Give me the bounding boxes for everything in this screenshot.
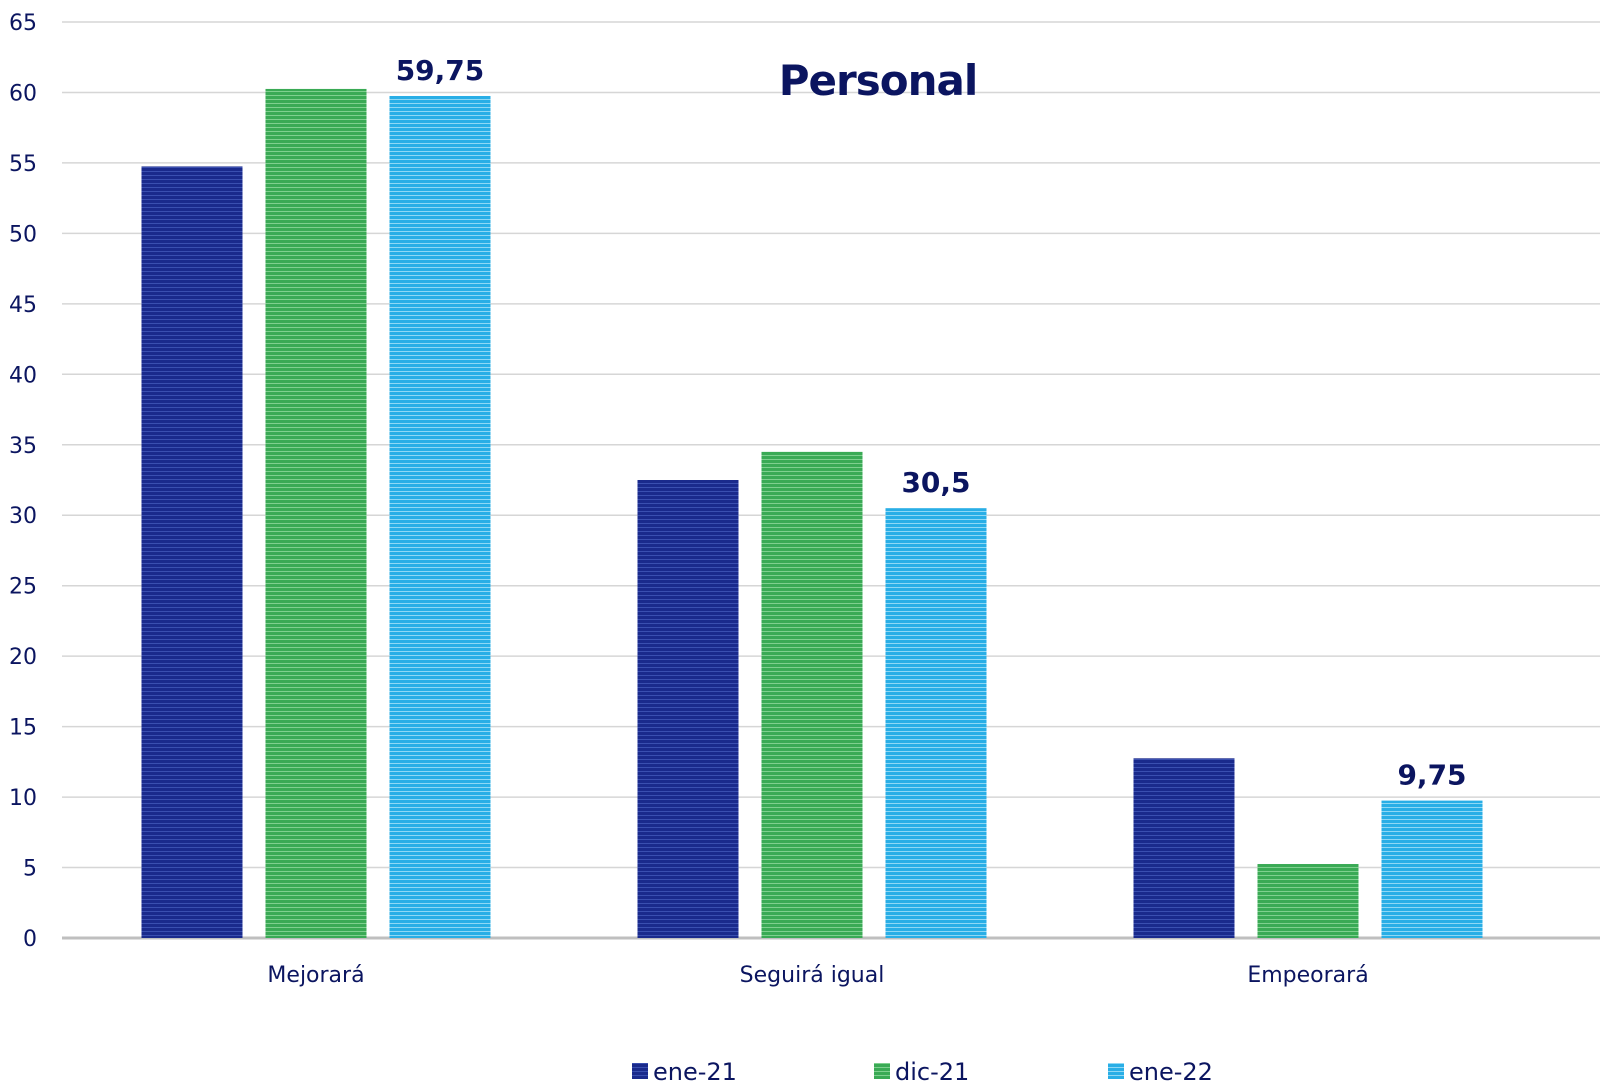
bar-ene-21-1 [637,480,739,938]
y-tick-label: 15 [9,716,37,741]
y-tick-label: 0 [23,927,37,952]
legend-label: ene-21 [653,1058,737,1084]
x-tick-label: Seguirá igual [740,963,885,988]
y-tick-label: 30 [9,504,37,529]
data-label: 9,75 [1397,759,1466,792]
bars [141,88,1483,938]
data-label: 59,75 [396,54,485,87]
bar-ene-21-2 [1133,758,1235,938]
legend-label: ene-22 [1129,1058,1213,1084]
chart-title: Personal [779,56,977,105]
y-tick-label: 50 [9,222,37,247]
x-tick-label: Mejorará [267,963,364,988]
y-tick-label: 55 [9,152,37,177]
y-axis: 0 5 10 15 20 25 30 35 40 45 50 55 60 65 [9,11,37,952]
y-tick-label: 40 [9,363,37,388]
legend: ene-21 dic-21 ene-22 [632,1058,1213,1084]
bar-ene-22-1 [885,508,987,938]
bar-dic-21-2 [1257,864,1359,938]
y-tick-label: 5 [23,857,37,882]
data-label: 30,5 [901,466,970,499]
y-tick-label: 65 [9,11,37,36]
y-tick-label: 60 [9,81,37,106]
legend-swatch-dic-21 [874,1063,890,1079]
y-tick-label: 35 [9,434,37,459]
bar-ene-21-0 [141,166,243,938]
y-tick-label: 20 [9,645,37,670]
x-tick-label: Empeorará [1247,963,1368,988]
y-tick-label: 25 [9,575,37,600]
legend-swatch-ene-21 [632,1063,648,1079]
bar-dic-21-1 [761,451,863,938]
data-labels: 59,75 30,5 9,75 [396,54,1467,792]
legend-label: dic-21 [895,1058,969,1084]
legend-swatch-ene-22 [1108,1063,1124,1079]
y-tick-label: 10 [9,786,37,811]
bar-ene-22-0 [389,95,491,938]
x-axis: Mejorará Seguirá igual Empeorará [267,963,1368,988]
y-tick-label: 45 [9,293,37,318]
bar-ene-22-2 [1381,800,1483,938]
bar-dic-21-0 [265,88,367,938]
